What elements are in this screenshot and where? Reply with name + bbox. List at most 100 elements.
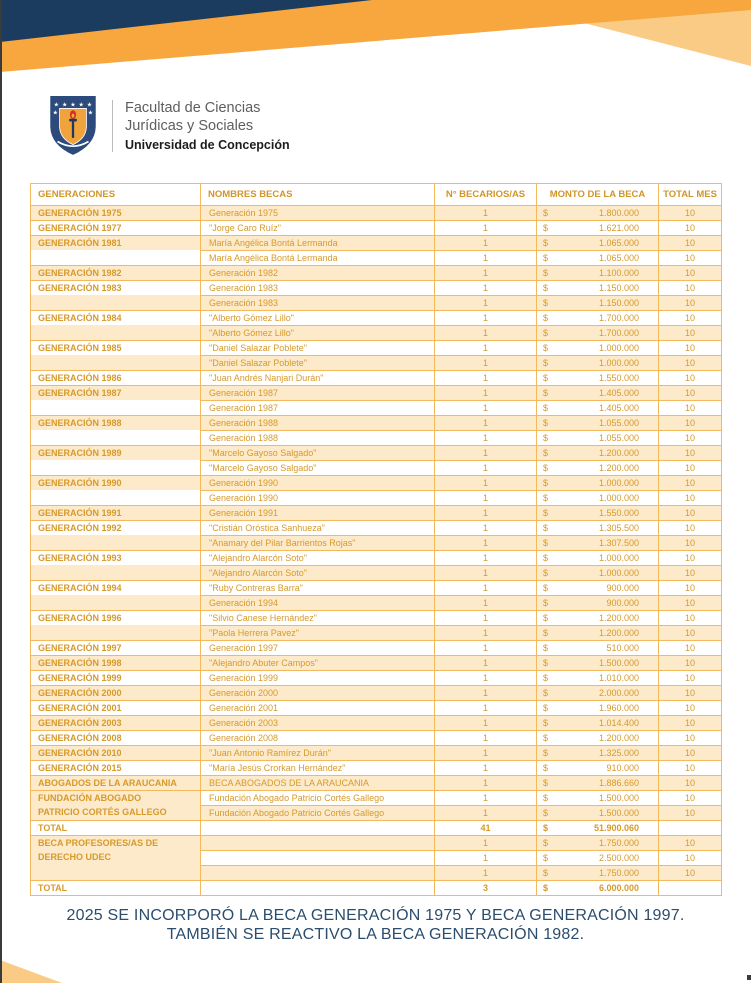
monto-value: 1.960.000 <box>598 702 639 713</box>
becarios-count-cell: 1 <box>435 280 537 295</box>
monto-value: 1.305.500 <box>598 522 639 533</box>
generation-cell: PATRICIO CORTÉS GALLEGO <box>31 805 201 820</box>
table-row: GENERACIÓN 1981 María Angélica Bontá Lerm… <box>31 235 721 250</box>
col-header-n-becarios: N° BECARIOS/AS <box>435 184 537 205</box>
beca-name-cell: Generación 1990 <box>201 475 435 490</box>
generation-cell: GENERACIÓN 2003 <box>31 715 201 730</box>
monto-cell: $1.065.000 <box>537 250 659 265</box>
becarios-count-cell: 1 <box>435 580 537 595</box>
beca-name-cell: "Alberto Gómez Lillo" <box>201 310 435 325</box>
torch-bowl <box>69 118 77 122</box>
currency-symbol: $ <box>543 342 549 353</box>
months-cell: 10 <box>659 760 721 775</box>
star-icon: ★ <box>53 110 59 117</box>
monto-cell: $1.200.000 <box>537 445 659 460</box>
currency-symbol: $ <box>543 447 549 458</box>
currency-symbol: $ <box>543 537 549 548</box>
monto-value: 1.150.000 <box>598 297 639 308</box>
monto-cell: $2.000.000 <box>537 685 659 700</box>
table-row: GENERACIÓN 1998 "Alejandro Abuter Campos"… <box>31 655 721 670</box>
months-cell: 10 <box>659 655 721 670</box>
beca-name-cell: "Marcelo Gayoso Salgado" <box>201 460 435 475</box>
becarios-count-cell: 1 <box>435 325 537 340</box>
table-row: TOTAL 3 $6.000.000 <box>31 880 721 895</box>
currency-symbol: $ <box>543 507 549 518</box>
months-cell: 10 <box>659 385 721 400</box>
currency-symbol: $ <box>543 222 549 233</box>
monto-cell: $1.700.000 <box>537 310 659 325</box>
beca-name-cell: "Alejandro Alarcón Soto" <box>201 565 435 580</box>
table-row: GENERACIÓN 1984 "Alberto Gómez Lillo" 1 $1.… <box>31 310 721 325</box>
beca-name-cell: Generación 1983 <box>201 295 435 310</box>
becarios-count-cell: 1 <box>435 850 537 865</box>
generation-cell: GENERACIÓN 1990 <box>31 475 201 490</box>
monto-cell: $1.550.000 <box>537 505 659 520</box>
generation-cell: TOTAL <box>31 820 201 835</box>
becarios-count-cell: 1 <box>435 400 537 415</box>
months-cell: 10 <box>659 670 721 685</box>
months-cell: 10 <box>659 340 721 355</box>
currency-symbol: $ <box>543 627 549 638</box>
months-cell: 10 <box>659 445 721 460</box>
monto-cell: $1.055.000 <box>537 415 659 430</box>
currency-symbol: $ <box>543 597 549 608</box>
table-header: GENERACIONES NOMBRES BECAS N° BECARIOS/A… <box>31 184 721 205</box>
monto-value: 1.886.660 <box>598 777 639 788</box>
currency-symbol: $ <box>543 582 549 593</box>
currency-symbol: $ <box>543 327 549 338</box>
table-row: GENERACIÓN 1997 Generación 1997 1 $510.000 1… <box>31 640 721 655</box>
months-cell: 10 <box>659 535 721 550</box>
screenshot-corner-artifact <box>747 975 751 980</box>
monto-value: 1.055.000 <box>598 417 639 428</box>
logo-divider <box>112 100 113 152</box>
star-icon: ★ <box>70 101 76 108</box>
monto-cell: $1.200.000 <box>537 625 659 640</box>
beca-name-cell: Generación 1987 <box>201 385 435 400</box>
table-row: GENERACIÓN 1985 "Daniel Salazar Poblete" 1… <box>31 340 721 355</box>
monto-value: 1.065.000 <box>598 237 639 248</box>
months-cell: 10 <box>659 220 721 235</box>
laurel-garland <box>57 140 89 147</box>
table-row: Generación 1990 1 $1.000.000 10 <box>31 490 721 505</box>
monto-cell: $510.000 <box>537 640 659 655</box>
becarios-count-cell: 1 <box>435 505 537 520</box>
becarios-count-cell: 1 <box>435 550 537 565</box>
monto-value: 1.200.000 <box>598 612 639 623</box>
generation-cell: GENERACIÓN 2000 <box>31 685 201 700</box>
monto-value: 1.000.000 <box>598 477 639 488</box>
currency-symbol: $ <box>543 642 549 653</box>
currency-symbol: $ <box>543 492 549 503</box>
months-cell: 10 <box>659 685 721 700</box>
monto-value: 1.621.000 <box>598 222 639 233</box>
monto-value: 51.900.060 <box>593 822 639 833</box>
generation-cell: GENERACIÓN 1987 <box>31 385 201 400</box>
monto-cell: $1.000.000 <box>537 355 659 370</box>
monto-value: 1.150.000 <box>598 282 639 293</box>
beca-name-cell <box>201 850 435 865</box>
university-name: Universidad de Concepción <box>125 137 290 152</box>
months-cell: 10 <box>659 595 721 610</box>
table-row: PATRICIO CORTÉS GALLEGO Fundación Abogado… <box>31 805 721 820</box>
generation-cell: BECA PROFESORES/AS DE <box>31 835 201 850</box>
monto-value: 1.000.000 <box>598 342 639 353</box>
table-row: Generación 1987 1 $1.405.000 10 <box>31 400 721 415</box>
beca-name-cell: "Ruby Contreras Barra" <box>201 580 435 595</box>
currency-symbol: $ <box>543 477 549 488</box>
becarios-count-cell: 1 <box>435 655 537 670</box>
monto-value: 1.500.000 <box>598 807 639 818</box>
currency-symbol: $ <box>543 882 549 893</box>
beca-name-cell: María Angélica Bontá Lermanda <box>201 250 435 265</box>
generation-cell <box>31 430 201 445</box>
becarios-count-cell: 1 <box>435 685 537 700</box>
beca-name-cell: "Daniel Salazar Poblete" <box>201 355 435 370</box>
table-row: "Alejandro Alarcón Soto" 1 $1.000.000 10 <box>31 565 721 580</box>
monto-value: 1.550.000 <box>598 372 639 383</box>
generation-cell: GENERACIÓN 1993 <box>31 550 201 565</box>
monto-cell: $1.750.000 <box>537 865 659 880</box>
generation-cell <box>31 355 201 370</box>
monto-value: 1.200.000 <box>598 732 639 743</box>
generation-cell: DERECHO UDEC <box>31 850 201 865</box>
months-cell: 10 <box>659 520 721 535</box>
currency-symbol: $ <box>543 762 549 773</box>
currency-symbol: $ <box>543 282 549 293</box>
